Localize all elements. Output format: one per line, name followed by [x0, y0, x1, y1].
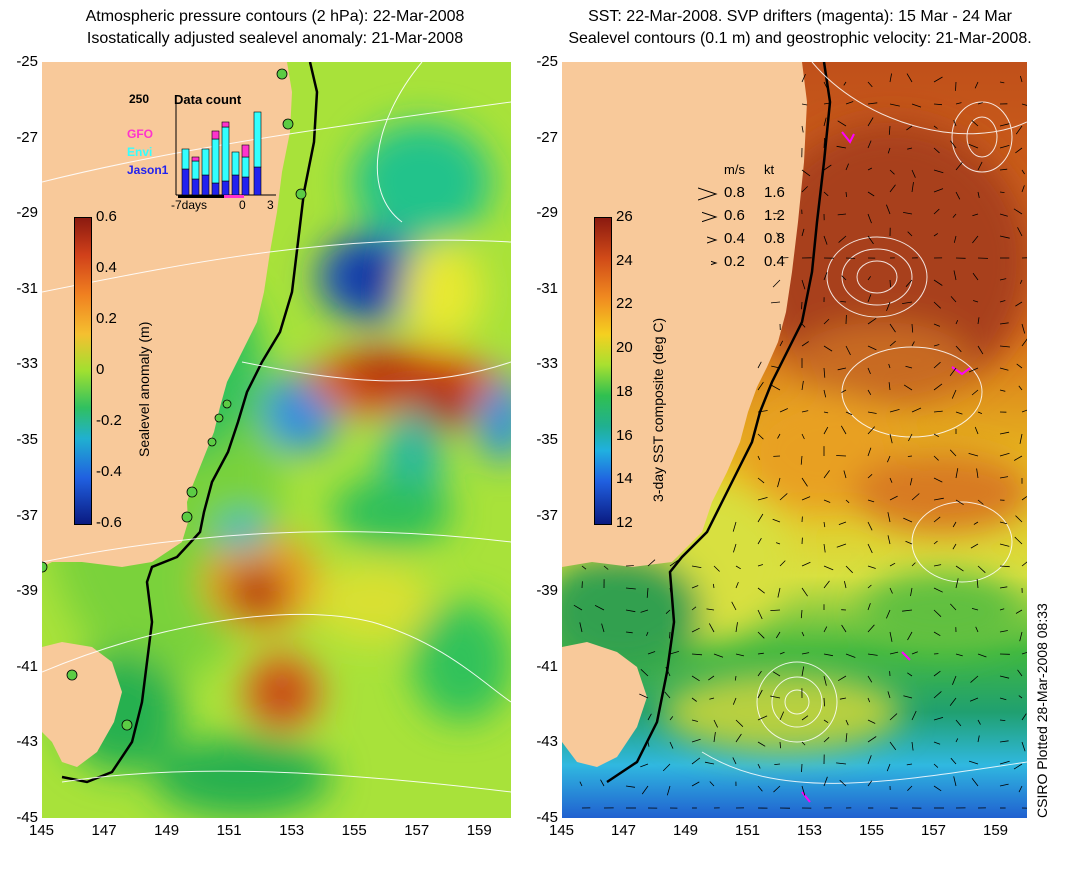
left-title: Atmospheric pressure contours (2 hPa): 2… — [45, 6, 505, 50]
right-lat-label: -39 — [536, 582, 558, 600]
sst-colorbar — [594, 217, 612, 525]
sst-colorbar-tick: 16 — [616, 426, 633, 444]
left-lon-label: 151 — [216, 822, 242, 839]
right-lat-label: -27 — [536, 128, 558, 146]
sst-colorbar-tick: 18 — [616, 382, 633, 400]
left-lon-label: 145 — [29, 822, 55, 839]
key-arrow-icon — [707, 232, 718, 248]
left-lat-label: -25 — [16, 53, 38, 70]
sealevel-colorbar-tick: -0.2 — [96, 412, 122, 429]
right-lat-label: -37 — [536, 506, 558, 524]
left-lon-label: 153 — [279, 822, 305, 839]
left-lat-label: -33 — [16, 355, 38, 373]
sst-map: 3-day SST composite (deg C) 26 24 22 20 18 16… — [562, 62, 1027, 818]
sst-colorbar-tick: 12 — [616, 514, 633, 531]
right-lon-label: 159 — [983, 822, 1009, 839]
right-lat-label: -45 — [536, 809, 558, 826]
left-lat-label: -39 — [16, 582, 38, 600]
key-arrow-icon — [698, 186, 718, 202]
key-speed-kt: 0.8 — [764, 230, 785, 247]
right-lat-label: -31 — [536, 279, 558, 297]
sst-colorbar-label: 3-day SST composite (deg C) — [650, 317, 666, 502]
key-header-ms: m/s — [724, 162, 745, 177]
left-lon-label: 157 — [404, 822, 430, 839]
key-speed-ms: 0.6 — [724, 207, 745, 224]
right-lon-label: 151 — [735, 822, 761, 839]
right-lon-label: 155 — [859, 822, 885, 839]
left-lat-label: -45 — [16, 809, 38, 826]
legend-gfo: GFO — [127, 127, 153, 141]
sealevel-colorbar-tick: 0.6 — [96, 208, 117, 225]
inset-title: Data count — [174, 92, 242, 107]
inset-xlabel-start: -7days — [171, 198, 208, 212]
sealevel-colorbar — [74, 217, 92, 525]
left-lat-label: -35 — [16, 431, 38, 448]
inset-ymax: 250 — [129, 92, 150, 106]
sealevel-colorbar-tick: 0.4 — [96, 259, 117, 276]
key-speed-kt: 1.2 — [764, 207, 785, 224]
key-speed-ms: 0.4 — [724, 230, 745, 247]
sealevel-colorbar-tick: 0.2 — [96, 310, 117, 327]
left-title-line1: Atmospheric pressure contours (2 hPa): 2… — [85, 8, 465, 25]
right-lon-label: 147 — [611, 822, 637, 839]
key-speed-kt: 0.4 — [764, 253, 785, 270]
left-lon-label: 155 — [341, 822, 367, 839]
left-lat-label: -37 — [16, 506, 38, 524]
inset-xlabel-end: 3 — [267, 198, 274, 212]
left-lon-label: 147 — [91, 822, 117, 839]
sst-colorbar-tick: 24 — [616, 251, 633, 269]
right-title-line2: Sealevel contours (0.1 m) and geostrophi… — [568, 30, 1032, 47]
sealevel-anomaly-map: Sealevel anomaly (m) 0.6 0.4 0.2 0 -0.2 -0.4 -… — [42, 62, 511, 818]
sealevel-colorbar-tick: -0.6 — [96, 514, 122, 531]
right-lon-label: 145 — [549, 822, 575, 839]
sst-colorbar-tick: 14 — [616, 470, 633, 488]
legend-envi: Envi — [127, 145, 153, 159]
key-speed-ms: 0.2 — [724, 253, 745, 270]
left-lon-label: 159 — [466, 822, 492, 839]
sealevel-colorbar-label: Sealevel anomaly (m) — [136, 321, 152, 457]
legend-jason1: Jason1 — [127, 163, 169, 177]
right-title-line1: SST: 22-Mar-2008. SVP drifters (magenta)… — [588, 8, 1012, 25]
plot-credit: CSIRO Plotted 28-Mar-2008 08:33 — [1034, 603, 1050, 818]
right-lat-label: -29 — [536, 204, 558, 222]
sst-colorbar-tick: 22 — [616, 295, 633, 313]
key-speed-kt: 1.6 — [764, 184, 785, 201]
left-lat-label: -27 — [16, 128, 38, 146]
left-lat-label: -43 — [16, 733, 38, 751]
right-lat-label: -35 — [536, 431, 558, 448]
data-count-inset: 250 Data count GFO Envi Jason1 -7days — [124, 87, 304, 212]
right-title: SST: 22-Mar-2008. SVP drifters (magenta)… — [520, 6, 1080, 50]
sealevel-colorbar-tick: 0 — [96, 361, 105, 378]
right-lat-label: -41 — [536, 657, 558, 675]
left-lat-label: -41 — [16, 657, 38, 675]
right-lon-label: 157 — [921, 822, 947, 839]
left-lat-label: -31 — [16, 279, 38, 297]
right-lat-label: -33 — [536, 355, 558, 373]
key-arrow-icon — [702, 209, 718, 225]
inset-xlabel-zero: 0 — [239, 198, 246, 212]
left-title-line2: Isostatically adjusted sealevel anomaly:… — [86, 30, 464, 47]
key-arrow-icon — [711, 255, 718, 271]
right-lon-label: 153 — [797, 822, 823, 839]
left-lat-label: -29 — [16, 204, 38, 222]
key-header-kt: kt — [764, 162, 775, 177]
right-lon-label: 149 — [673, 822, 699, 839]
left-lon-label: 149 — [154, 822, 180, 839]
right-lat-label: -25 — [536, 53, 558, 70]
sst-colorbar-tick: 26 — [616, 208, 633, 225]
sealevel-colorbar-tick: -0.4 — [96, 463, 122, 480]
key-speed-ms: 0.8 — [724, 184, 745, 201]
velocity-key: m/s kt 0.8 1.6 0.6 1.2 0.4 0.8 0.2 0.4 — [692, 162, 822, 282]
sst-colorbar-tick: 20 — [616, 339, 633, 357]
right-lat-label: -43 — [536, 733, 558, 751]
